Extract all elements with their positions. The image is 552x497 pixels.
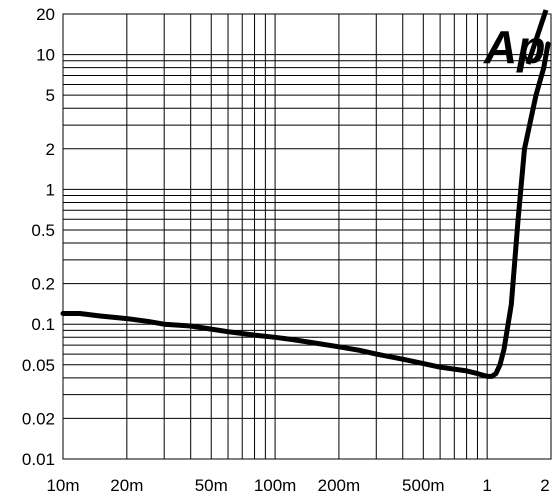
- y-axis-labels: 20 10 5 2 1 0.5 0.2 0.1 0.05 0.02 0.01: [22, 5, 55, 469]
- y-tick-label: 0.5: [31, 221, 55, 240]
- y-tick-label: 0.2: [31, 275, 55, 294]
- y-tick-label: 2: [46, 140, 55, 159]
- x-tick-label: 20m: [110, 476, 143, 495]
- ap-logo-slash: [525, 9, 549, 65]
- x-tick-label: 50m: [195, 476, 228, 495]
- x-tick-label: 1: [482, 476, 491, 495]
- series-line: [60, 41, 551, 379]
- y-tick-label: 0.1: [31, 315, 55, 334]
- y-tick-label: 5: [46, 86, 55, 105]
- y-tick-label: 1: [46, 180, 55, 199]
- plot-frame: [62, 13, 552, 460]
- x-tick-label: 100m: [254, 476, 297, 495]
- x-tick-label: 2: [540, 476, 549, 495]
- y-tick-label: 10: [36, 46, 55, 65]
- x-axis-labels: 10m 20m 50m 100m 200m 500m 1 2: [46, 476, 549, 495]
- x-tick-label: 500m: [402, 476, 445, 495]
- y-tick-label: 0.05: [22, 356, 55, 375]
- y-tick-label: 0.01: [22, 450, 55, 469]
- x-tick-label: 200m: [318, 476, 361, 495]
- x-tick-label: 10m: [46, 476, 79, 495]
- y-tick-label: 20: [36, 5, 55, 24]
- grid-lines: [62, 13, 552, 460]
- y-tick-label: 0.02: [22, 409, 55, 428]
